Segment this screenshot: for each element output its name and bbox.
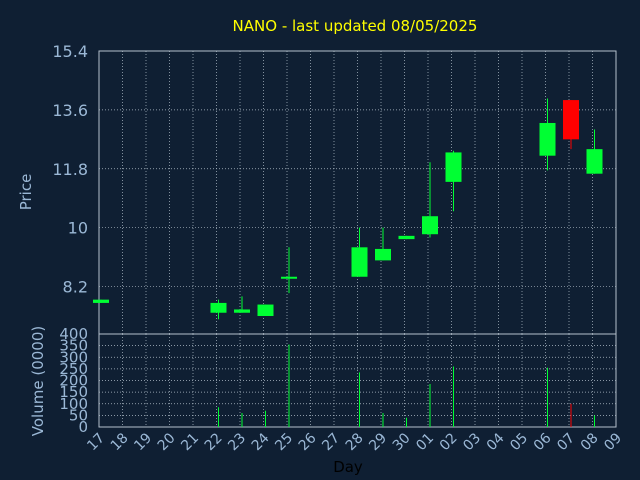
volume-tick-label: 200 — [59, 372, 88, 390]
candle-body — [445, 152, 462, 182]
volume-tick-label: 250 — [59, 360, 88, 378]
x-tick-label: 01 — [413, 430, 437, 454]
candle-body — [281, 276, 297, 279]
x-tick-label: 23 — [225, 430, 249, 454]
candle-body — [422, 216, 438, 235]
x-tick-label: 26 — [296, 430, 320, 454]
chart-title: NANO - last updated 08/05/2025 — [233, 17, 478, 35]
candle-body — [351, 247, 368, 277]
candle-body — [210, 302, 227, 313]
x-tick-label: 29 — [366, 430, 390, 454]
candle-body — [257, 304, 274, 317]
volume-tick-label: 300 — [59, 348, 88, 366]
x-tick-label: 30 — [390, 430, 414, 454]
candle-body — [539, 122, 556, 156]
volume-tick-label: 350 — [59, 337, 88, 355]
x-tick-label: 05 — [507, 430, 531, 454]
volume-tick-label: 400 — [59, 325, 88, 343]
x-axis-label: Day — [333, 458, 363, 476]
x-tick-labels: 17 18 19 20 21 22 23 24 25 26 27 28 29 30 01 02 03 04 05 06… — [84, 430, 625, 454]
candle-body — [234, 309, 250, 313]
price-panel: 15.4 13.6 11.8 10 8.2 — [52, 42, 617, 335]
candle-body — [93, 299, 109, 303]
candle-body — [563, 100, 579, 140]
price-axis-label: Price — [17, 174, 35, 211]
x-tick-label: 03 — [460, 430, 484, 454]
price-tick-label: 13.6 — [52, 101, 88, 120]
volume-tick-label: 50 — [69, 406, 88, 424]
x-tick-label: 18 — [108, 430, 132, 454]
x-tick-label: 06 — [531, 430, 555, 454]
volume-axis-label: Volume (0000) — [29, 326, 47, 436]
x-tick-label: 04 — [484, 430, 508, 454]
x-tick-label: 25 — [272, 430, 296, 454]
x-tick-label: 09 — [601, 430, 625, 454]
x-tick-label: 02 — [437, 430, 461, 454]
volume-tick-label: 0 — [78, 418, 88, 436]
x-tick-label: 20 — [155, 430, 179, 454]
x-tick-label: 28 — [343, 430, 367, 454]
candle-body — [375, 248, 391, 261]
candle-body — [398, 235, 415, 240]
price-tick-label: 15.4 — [52, 42, 88, 61]
x-tick-label: 22 — [202, 430, 226, 454]
candle-body — [586, 149, 603, 174]
x-tick-label: 07 — [554, 430, 578, 454]
price-tick-label: 8.2 — [63, 278, 88, 297]
x-tick-label: 19 — [131, 430, 155, 454]
price-tick-label: 10 — [68, 219, 88, 238]
x-tick-label: 27 — [319, 430, 343, 454]
x-tick-label: 21 — [178, 430, 202, 454]
x-tick-label: 08 — [578, 430, 602, 454]
price-tick-label: 11.8 — [52, 160, 88, 179]
volume-tick-label: 100 — [59, 395, 88, 413]
x-tick-label: 24 — [249, 430, 273, 454]
volume-tick-label: 150 — [59, 383, 88, 401]
